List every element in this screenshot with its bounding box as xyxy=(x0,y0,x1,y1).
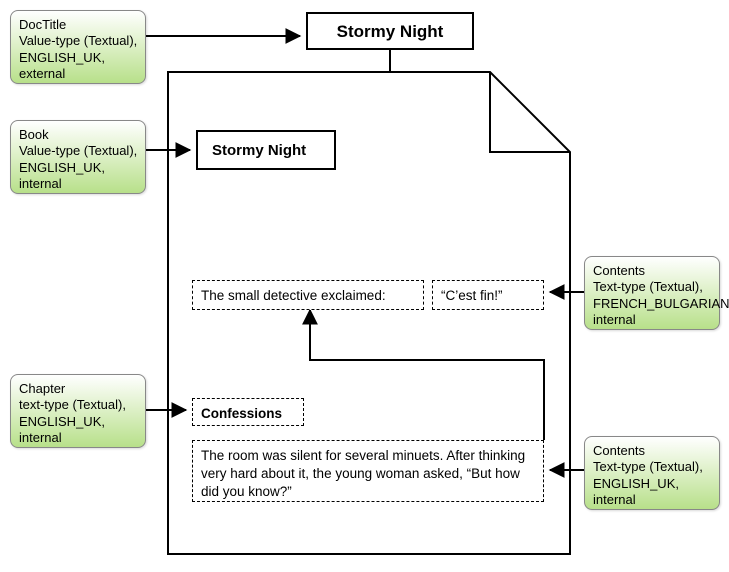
callout-line: Value-type (Textual), xyxy=(19,143,137,159)
callout-line: Contents xyxy=(593,263,711,279)
callout-line: ENGLISH_UK, xyxy=(19,414,137,430)
callout-line: Text-type (Textual), xyxy=(593,279,711,295)
arrow-elbow-sentence xyxy=(310,310,544,440)
paragraph-text: The room was silent for several minuets.… xyxy=(201,448,525,499)
sentence-english-box: The small detective exclaimed: xyxy=(192,280,424,310)
sentence-french-box: “C’est fin!” xyxy=(432,280,544,310)
callout-line: Contents xyxy=(593,443,711,459)
doc-title-box: Stormy Night xyxy=(306,12,474,50)
callout-book: Book Value-type (Textual), ENGLISH_UK, i… xyxy=(10,120,146,194)
callout-line: ENGLISH_UK, xyxy=(593,476,711,492)
callout-line: internal xyxy=(593,492,711,508)
callout-line: Chapter xyxy=(19,381,137,397)
callout-line: Value-type (Textual), xyxy=(19,33,137,49)
callout-line: internal xyxy=(593,312,711,328)
sentence-french-text: “C’est fin!” xyxy=(441,288,503,303)
sentence-english-text: The small detective exclaimed: xyxy=(201,288,386,303)
callout-line: Book xyxy=(19,127,137,143)
callout-contents-english: Contents Text-type (Textual), ENGLISH_UK… xyxy=(584,436,720,510)
callout-line: text-type (Textual), xyxy=(19,397,137,413)
callout-line: internal xyxy=(19,176,137,192)
book-title-box: Stormy Night xyxy=(196,130,336,170)
callout-line: DocTitle xyxy=(19,17,137,33)
callout-contents-french: Contents Text-type (Textual), FRENCH_BUL… xyxy=(584,256,720,330)
callout-line: Text-type (Textual), xyxy=(593,459,711,475)
callout-doctitle: DocTitle Value-type (Textual), ENGLISH_U… xyxy=(10,10,146,84)
callout-line: FRENCH_BULGARIAN, xyxy=(593,296,711,312)
book-title-text: Stormy Night xyxy=(212,142,306,159)
callout-line: ENGLISH_UK, xyxy=(19,50,137,66)
chapter-heading-text: Confessions xyxy=(201,406,282,421)
paragraph-box: The room was silent for several minuets.… xyxy=(192,440,544,502)
doc-title-text: Stormy Night xyxy=(337,22,444,41)
callout-line: internal xyxy=(19,430,137,446)
callout-chapter: Chapter text-type (Textual), ENGLISH_UK,… xyxy=(10,374,146,448)
page-dog-ear xyxy=(490,72,570,152)
chapter-heading-box: Confessions xyxy=(192,398,304,426)
callout-line: ENGLISH_UK, xyxy=(19,160,137,176)
callout-line: external xyxy=(19,66,137,82)
